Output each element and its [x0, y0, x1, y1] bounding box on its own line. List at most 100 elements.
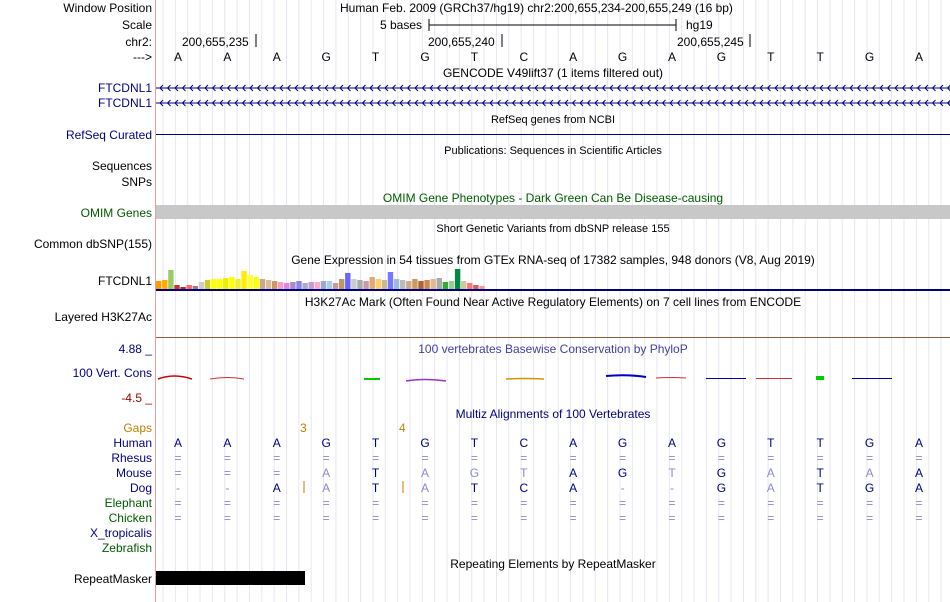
species-label-chicken[interactable]: Chicken — [108, 511, 152, 525]
strand-arrow — [541, 99, 546, 107]
strand-arrow — [804, 99, 809, 107]
strand-arrow — [211, 84, 216, 92]
rhesus-aligned-base: = — [866, 451, 874, 465]
species-label-mouse[interactable]: Mouse — [115, 466, 152, 480]
strand-arrow — [324, 84, 329, 92]
strand-arrow — [796, 99, 801, 107]
species-label-x-tropicalis[interactable]: X_tropicalis — [89, 526, 152, 540]
strand-arrow — [924, 84, 929, 92]
gtex-tissue-bar — [473, 285, 479, 289]
gtex-tissue-bar — [467, 283, 473, 289]
strand-arrow — [669, 99, 674, 107]
refseq-gene-line[interactable] — [156, 134, 950, 135]
gtex-tissue-bar — [339, 279, 345, 289]
strand-arrow — [736, 84, 741, 92]
species-label-zebrafish[interactable]: Zebrafish — [101, 541, 152, 555]
strand-arrow — [534, 84, 539, 92]
cons-track-label[interactable]: 100 Vert. Cons — [72, 366, 152, 380]
chicken-aligned-base: = — [470, 511, 478, 525]
conservation-wiggle[interactable] — [156, 370, 950, 386]
strand-arrow — [196, 84, 201, 92]
strand-arrow — [226, 84, 231, 92]
elephant-aligned-base: = — [816, 496, 824, 510]
strand-arrow — [264, 99, 269, 107]
strand-arrow — [256, 84, 261, 92]
gtex-tissue-bar — [278, 282, 284, 289]
strand-arrow — [249, 84, 254, 92]
strand-arrow — [594, 84, 599, 92]
gtex-tissue-bar — [393, 279, 400, 289]
chicken-aligned-base: = — [569, 511, 577, 525]
strand-arrow — [909, 99, 914, 107]
strand-arrow — [459, 84, 464, 92]
strand-arrow — [931, 84, 936, 92]
publications-sequences-label[interactable]: Sequences — [91, 159, 152, 173]
mouse-aligned-base: A — [569, 466, 578, 480]
strand-arrow — [384, 84, 389, 92]
scale-bases-text: 5 bases — [380, 18, 423, 32]
strand-arrow — [241, 99, 246, 107]
chr-label: chr2: — [125, 35, 152, 49]
repeatmasker-track-label[interactable]: RepeatMasker — [73, 572, 152, 586]
strand-arrow — [879, 84, 884, 92]
reference-base: G — [617, 50, 628, 64]
strand-arrow — [894, 99, 899, 107]
gencode-item-label-2[interactable]: FTCDNL1 — [97, 96, 152, 110]
multiz-track-title: Multiz Alignments of 100 Vertebrates — [455, 407, 651, 421]
chicken-aligned-base: = — [767, 511, 775, 525]
h3k27ac-signal-baseline[interactable] — [156, 337, 950, 338]
gtex-tissue-bar — [320, 281, 327, 289]
reference-base: T — [371, 50, 380, 64]
strand-arrow — [864, 99, 869, 107]
gencode-item-label-1[interactable]: FTCDNL1 — [97, 81, 152, 95]
species-label-rhesus[interactable]: Rhesus — [111, 451, 152, 465]
rhesus-aligned-base: = — [372, 451, 380, 465]
strand-arrow — [759, 84, 764, 92]
elephant-aligned-base: = — [421, 496, 429, 510]
dog-aligned-base: - — [225, 481, 230, 495]
gencode-gene-models[interactable] — [156, 82, 950, 112]
gtex-tissue-bar — [235, 279, 241, 289]
species-label-human[interactable]: Human — [113, 436, 152, 450]
strand-arrow — [436, 99, 441, 107]
h3k27ac-track-label[interactable]: Layered H3K27Ac — [54, 310, 152, 324]
reference-base: A — [173, 50, 182, 64]
gtex-expression-bars[interactable] — [156, 268, 950, 292]
rhesus-aligned-base: = — [569, 451, 577, 465]
strand-arrow — [301, 84, 306, 92]
strand-arrow — [181, 99, 186, 107]
gtex-gene-label[interactable]: FTCDNL1 — [97, 274, 152, 288]
elephant-aligned-base: = — [717, 496, 725, 510]
strand-arrow — [549, 99, 554, 107]
human-aligned-base: T — [371, 436, 380, 450]
strand-arrow-label: ---> — [133, 50, 152, 64]
omim-track-title: OMIM Gene Phenotypes - Dark Green Can Be… — [382, 191, 724, 205]
strand-arrow — [204, 99, 209, 107]
refseq-track-label[interactable]: RefSeq Curated — [65, 128, 152, 142]
strand-arrow — [391, 99, 396, 107]
dog-aligned-base: A — [766, 481, 775, 495]
species-label-elephant[interactable]: Elephant — [104, 496, 152, 510]
omim-track-label[interactable]: OMIM Genes — [80, 206, 152, 220]
assembly-position-text: Human Feb. 2009 (GRCh37/hg19) chr2:200,6… — [340, 1, 733, 15]
dbsnp-track-label[interactable]: Common dbSNP(155) — [33, 237, 152, 251]
repeatmasker-element[interactable] — [156, 571, 305, 585]
omim-gene-bar[interactable] — [156, 205, 950, 219]
strand-arrow — [519, 84, 524, 92]
dog-aligned-base: A — [569, 481, 578, 495]
chicken-aligned-base: = — [915, 511, 923, 525]
publications-snps-label[interactable]: SNPs — [121, 175, 152, 189]
dog-aligned-base: A — [420, 481, 429, 495]
strand-arrow — [909, 84, 914, 92]
species-label-dog[interactable]: Dog — [129, 481, 152, 495]
dog-aligned-base: A — [272, 481, 281, 495]
strand-arrow — [174, 99, 179, 107]
strand-arrow — [429, 84, 434, 92]
strand-arrow — [414, 84, 419, 92]
rhesus-aligned-base: = — [322, 451, 330, 465]
strand-arrow — [774, 99, 779, 107]
gtex-tissue-bar — [229, 277, 235, 289]
strand-arrow — [781, 84, 786, 92]
strand-arrow — [256, 99, 261, 107]
gtex-tissue-bar — [442, 282, 449, 289]
